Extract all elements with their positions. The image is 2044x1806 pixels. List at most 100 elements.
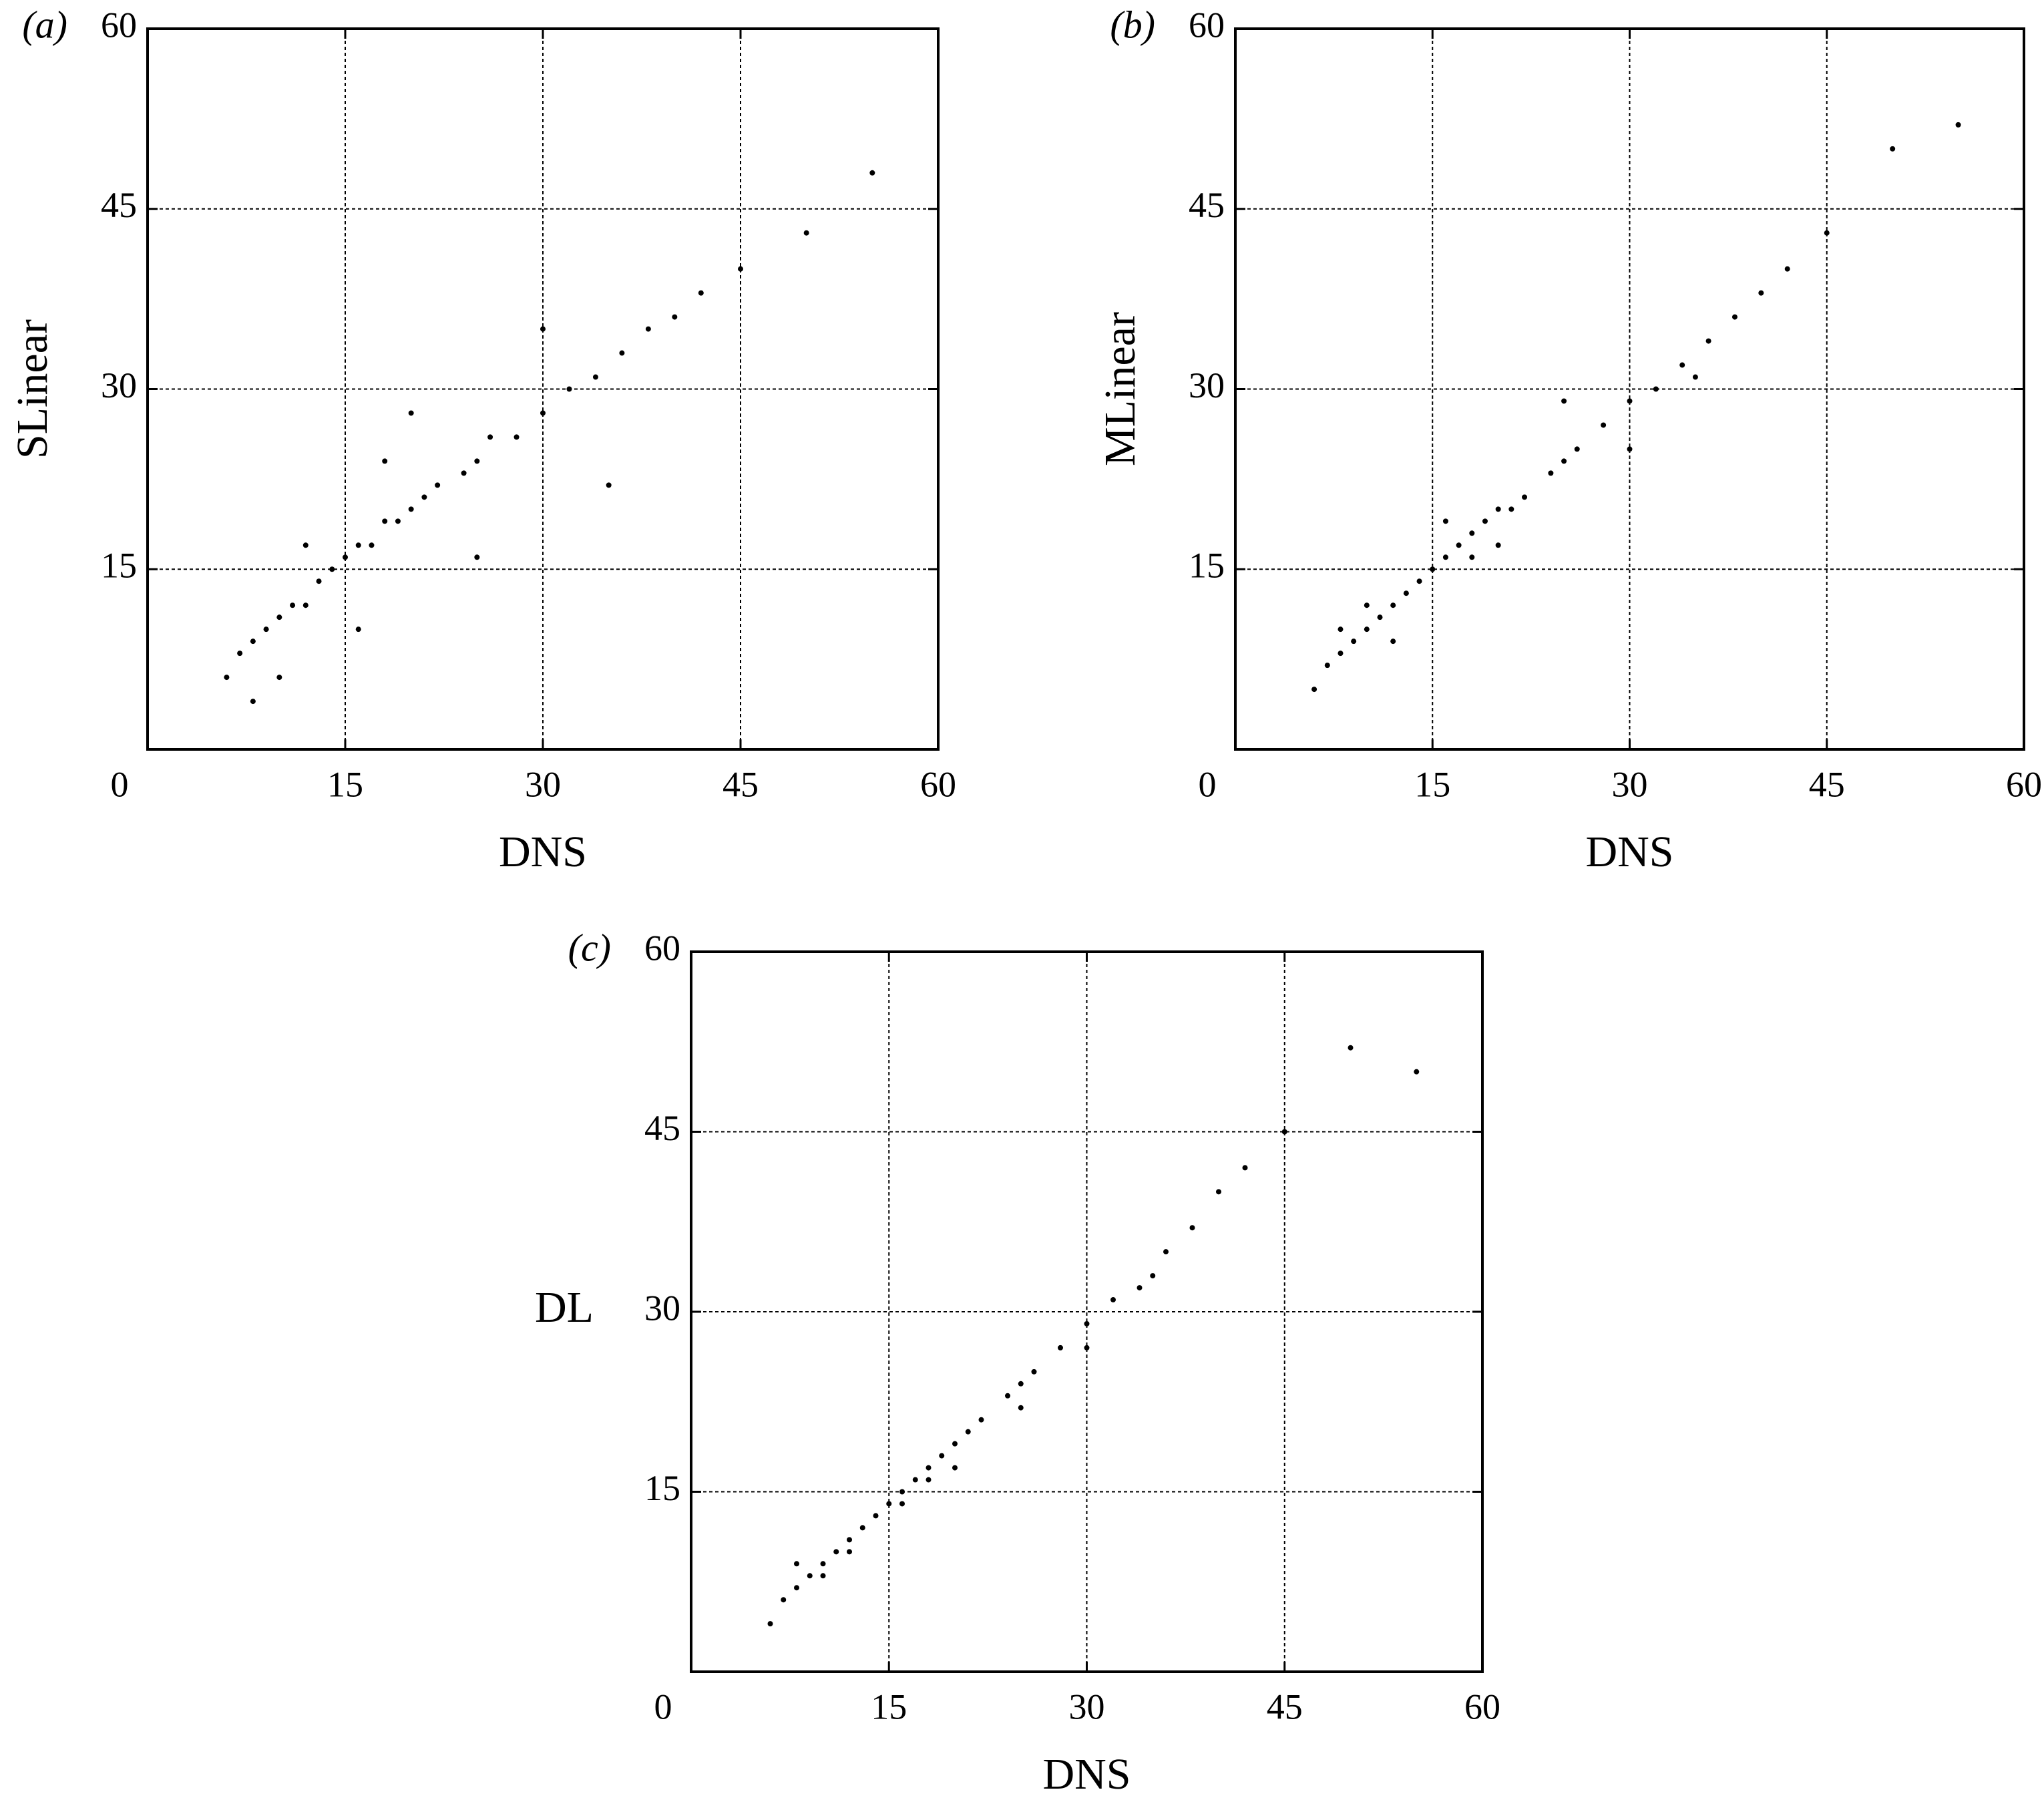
y-tick-label: 15 — [101, 546, 137, 586]
x-tick-label: 60 — [1464, 1686, 1500, 1727]
point — [912, 1477, 918, 1483]
point — [369, 542, 375, 548]
x-tick-label: 15 — [871, 1686, 907, 1727]
point — [1031, 1369, 1037, 1375]
point — [672, 314, 678, 320]
x-tick-label: 15 — [1414, 764, 1450, 804]
y-tick-label: 45 — [101, 185, 137, 225]
point — [807, 1573, 813, 1579]
point — [1242, 1165, 1248, 1171]
point — [329, 566, 335, 572]
point — [1653, 386, 1659, 392]
point — [1084, 1320, 1090, 1326]
point — [276, 675, 282, 681]
point — [1364, 626, 1370, 633]
point — [435, 482, 441, 488]
point — [1824, 230, 1830, 236]
point — [1627, 446, 1633, 452]
point — [290, 602, 296, 608]
point — [781, 1597, 787, 1603]
point — [926, 1465, 932, 1471]
point — [1469, 530, 1475, 536]
plot-frame — [146, 27, 940, 751]
point — [1403, 590, 1409, 596]
point — [1163, 1249, 1169, 1255]
point — [833, 1549, 839, 1555]
point — [1416, 578, 1422, 584]
point — [886, 1501, 892, 1507]
point — [355, 626, 361, 633]
point — [276, 614, 282, 620]
panel-label: (b) — [1110, 3, 1155, 46]
point — [869, 170, 875, 176]
point — [939, 1453, 945, 1459]
y-axis-label: SLinear — [8, 319, 57, 459]
point — [965, 1429, 971, 1435]
point — [1955, 122, 1961, 128]
x-tick-label: 0 — [111, 764, 129, 804]
point — [1189, 1225, 1195, 1231]
point — [514, 434, 520, 440]
point — [698, 290, 704, 296]
point — [540, 410, 546, 416]
point — [1561, 458, 1567, 464]
point — [1281, 1129, 1287, 1135]
point — [461, 470, 467, 476]
point — [487, 434, 493, 440]
point — [1469, 554, 1475, 560]
point — [408, 410, 414, 416]
point — [803, 230, 809, 236]
point — [1627, 398, 1633, 404]
point — [952, 1465, 958, 1471]
point — [1150, 1273, 1156, 1279]
point — [355, 542, 361, 548]
point — [250, 699, 256, 705]
point — [1084, 1344, 1090, 1350]
point — [1705, 338, 1711, 344]
point — [566, 386, 572, 392]
x-axis-label: DNS — [1585, 828, 1673, 876]
point — [952, 1441, 958, 1447]
x-tick-label: 45 — [723, 764, 759, 804]
y-axis-label: DL — [535, 1283, 594, 1332]
point — [1216, 1189, 1221, 1195]
point — [302, 602, 309, 608]
point — [738, 266, 743, 272]
point — [237, 651, 243, 657]
x-tick-label: 15 — [327, 764, 363, 804]
point — [606, 482, 612, 488]
point — [250, 639, 256, 645]
point — [978, 1417, 984, 1423]
plot-frame — [1234, 27, 2025, 751]
point — [474, 458, 480, 464]
point — [1679, 362, 1685, 368]
point — [1601, 422, 1607, 428]
point — [1430, 566, 1436, 572]
y-axis-label: MLinear — [1096, 312, 1145, 466]
point — [1058, 1344, 1063, 1350]
y-tick-label: 60 — [1189, 5, 1225, 45]
point — [1324, 663, 1330, 669]
y-tick-label: 15 — [644, 1468, 680, 1508]
point — [820, 1573, 826, 1579]
y-tick-label: 30 — [1189, 365, 1225, 405]
y-tick-label: 15 — [1189, 546, 1225, 586]
point — [592, 374, 598, 380]
point — [619, 350, 625, 356]
point — [847, 1537, 852, 1543]
x-axis-label: DNS — [1042, 1750, 1131, 1799]
y-tick-label: 30 — [644, 1288, 680, 1328]
point — [1692, 374, 1698, 380]
y-tick-label: 60 — [644, 928, 680, 968]
point — [1110, 1297, 1116, 1303]
point — [1005, 1393, 1010, 1399]
point — [899, 1501, 905, 1507]
point — [1442, 554, 1448, 560]
point — [1390, 639, 1396, 645]
point — [1482, 518, 1488, 524]
point — [382, 518, 388, 524]
point — [1018, 1381, 1024, 1387]
point — [1364, 602, 1370, 608]
point — [794, 1561, 799, 1567]
point — [316, 578, 322, 584]
